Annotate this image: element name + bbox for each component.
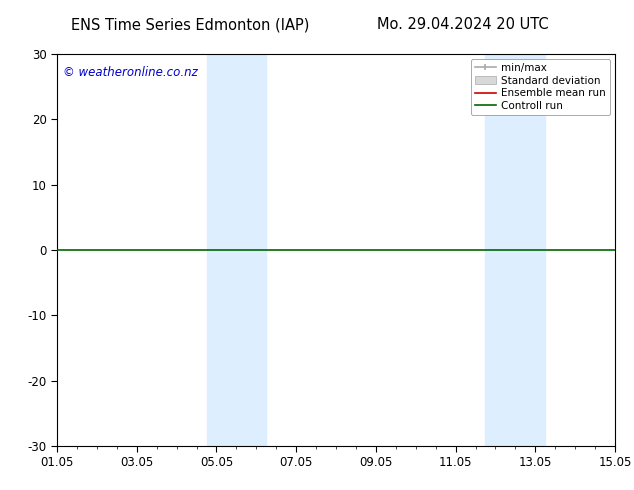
Bar: [207, 54, 266, 446]
Text: Mo. 29.04.2024 20 UTC: Mo. 29.04.2024 20 UTC: [377, 17, 548, 32]
Text: © weatheronline.co.nz: © weatheronline.co.nz: [63, 66, 197, 79]
Text: ENS Time Series Edmonton (IAP): ENS Time Series Edmonton (IAP): [71, 17, 309, 32]
Bar: [486, 54, 545, 446]
Legend: min/max, Standard deviation, Ensemble mean run, Controll run: min/max, Standard deviation, Ensemble me…: [470, 59, 610, 115]
